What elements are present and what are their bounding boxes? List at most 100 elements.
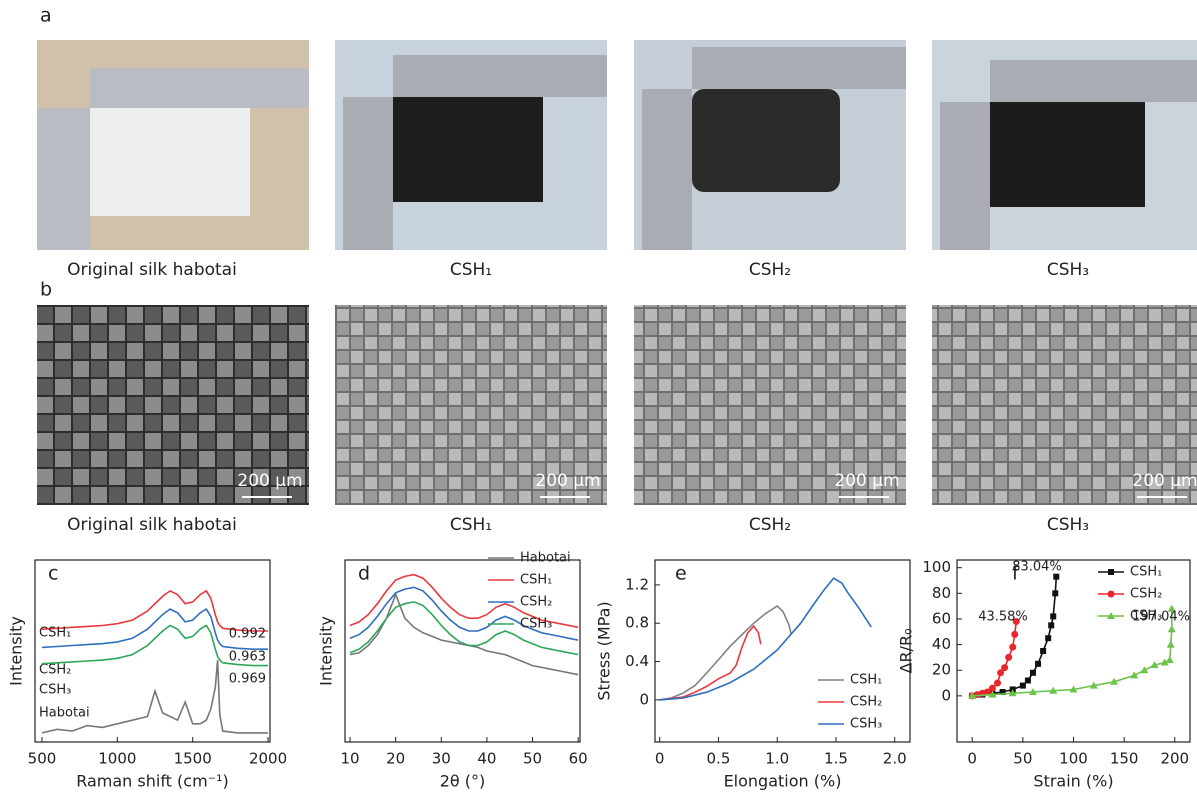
x-tick-label: 2.0 — [883, 750, 907, 768]
marker — [1001, 664, 1009, 672]
caption: CSH₂ — [749, 515, 791, 535]
y-tick-label: 0.8 — [625, 614, 649, 632]
y-tick-label: 20 — [932, 661, 951, 679]
marker — [1024, 677, 1031, 684]
x-tick-label: 60 — [569, 750, 588, 768]
x-tick-label: 50 — [1013, 750, 1032, 768]
annotation: 43.58% — [978, 610, 1028, 625]
panel-label: d — [358, 563, 370, 585]
scale-bar-label: 200 µm — [1132, 471, 1197, 491]
marker — [1035, 660, 1042, 667]
legend-label: Habotai — [520, 551, 571, 566]
marker — [999, 689, 1006, 696]
x-tick-label: 40 — [477, 750, 496, 768]
panel-label: e — [675, 563, 687, 585]
legend-marker — [1108, 569, 1114, 575]
series-line — [349, 586, 579, 641]
marker — [997, 669, 1005, 677]
legend-label: CSH₁ — [1130, 565, 1162, 580]
plot-frame — [34, 559, 271, 743]
scale-bar-label: 200 µm — [535, 471, 600, 491]
marker — [1165, 655, 1174, 663]
marker — [1050, 613, 1057, 620]
x-tick-label: 10 — [340, 750, 359, 768]
y-axis-label: Intensity — [317, 616, 336, 686]
marker — [1167, 604, 1176, 612]
y-tick-label: 100 — [922, 558, 951, 576]
panel-label: c — [48, 563, 58, 585]
plot-frame — [344, 559, 581, 743]
series-line — [349, 592, 579, 676]
series-line — [349, 601, 579, 656]
series-line — [41, 624, 268, 667]
x-tick-label: 1.5 — [824, 750, 848, 768]
caption: CSH₂ — [749, 260, 791, 280]
marker — [1049, 686, 1058, 694]
series-line — [659, 604, 793, 701]
series-label: Habotai — [39, 706, 90, 721]
scale-bar-label: 200 µm — [834, 471, 899, 491]
caption: CSH₁ — [450, 260, 492, 280]
annotation: 197.04% — [1132, 610, 1190, 625]
marker — [1130, 671, 1139, 679]
sem-image — [634, 305, 906, 505]
legend-label: CSH₂ — [850, 695, 882, 710]
legend-label: CSH₃ — [1130, 609, 1162, 624]
marker — [1052, 590, 1059, 597]
ruler — [692, 47, 906, 89]
annotation: 0.963 — [229, 650, 266, 665]
marker — [1167, 625, 1176, 633]
marker — [1019, 682, 1026, 689]
ruler — [642, 89, 692, 250]
x-axis-label: Strain (%) — [1033, 772, 1113, 791]
marker — [988, 684, 996, 692]
annotation: 0.992 — [229, 627, 266, 642]
series-line — [659, 624, 762, 701]
series-line — [349, 573, 579, 629]
legend-label: CSH₃ — [520, 617, 552, 632]
x-tick-label: 0 — [967, 750, 977, 768]
x-tick-label: 150 — [1110, 750, 1139, 768]
x-tick-label: 500 — [28, 750, 57, 768]
series-label: CSH₁ — [39, 626, 71, 641]
x-tick-label: 200 — [1160, 750, 1189, 768]
x-axis-label: Elongation (%) — [724, 772, 842, 791]
ruler — [393, 55, 607, 97]
marker — [1053, 573, 1060, 580]
y-tick-label: 0.4 — [625, 652, 649, 670]
scale-bar-label: 200 µm — [237, 471, 302, 491]
panel-label: f — [1012, 563, 1020, 585]
series-line — [41, 589, 268, 632]
annotation: 0.969 — [229, 672, 266, 687]
caption: CSH₁ — [450, 515, 492, 535]
sem-image — [335, 305, 607, 505]
x-tick-label: 0.5 — [707, 750, 731, 768]
ruler — [343, 97, 393, 250]
x-tick-label: 100 — [1059, 750, 1088, 768]
x-tick-label: 2000 — [249, 750, 287, 768]
x-tick-label: 50 — [523, 750, 542, 768]
sem-image — [37, 305, 309, 505]
series-line — [41, 608, 268, 650]
series-line — [41, 660, 268, 734]
marker — [1040, 648, 1047, 654]
legend-label: CSH₁ — [850, 673, 882, 688]
marker — [1005, 653, 1013, 661]
fabric — [393, 97, 543, 202]
y-tick-label: 80 — [932, 584, 951, 602]
marker — [1160, 658, 1169, 666]
marker — [1045, 635, 1052, 642]
marker — [1140, 666, 1149, 674]
panel-label: b — [40, 279, 52, 301]
series-line — [659, 577, 872, 701]
marker — [1110, 677, 1119, 685]
y-axis-label: ΔR/R₀ — [897, 629, 916, 674]
x-axis-label: Raman shift (cm⁻¹) — [76, 772, 229, 791]
marker — [1029, 669, 1036, 676]
x-tick-label: 20 — [386, 750, 405, 768]
y-tick-label: 1.2 — [625, 575, 649, 593]
x-tick-label: 1.0 — [765, 750, 789, 768]
x-tick-label: 0 — [655, 750, 665, 768]
